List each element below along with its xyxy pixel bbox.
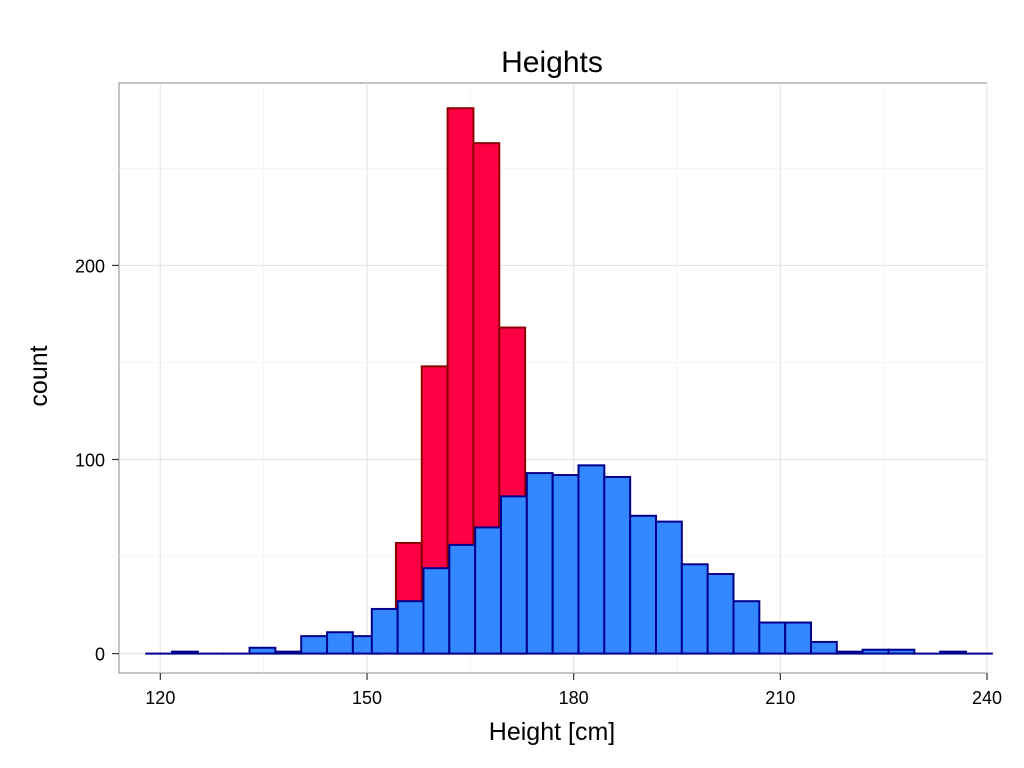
histogram-bars xyxy=(145,107,993,655)
bar-series-2 xyxy=(939,650,967,655)
bar-series-2 xyxy=(680,563,709,655)
chart-title: Heights xyxy=(501,46,603,79)
bar-series-2 xyxy=(499,495,528,655)
bar-series-2 xyxy=(370,607,399,655)
bar-series-2 xyxy=(300,635,329,655)
bar-series-2 xyxy=(887,648,916,655)
bar-series-2 xyxy=(326,631,354,655)
bar-series-2 xyxy=(861,648,890,655)
bar-series-2 xyxy=(422,567,451,655)
y-tick-label: 0 xyxy=(95,645,105,665)
bar-series-2 xyxy=(629,514,657,655)
y-axis-label: count xyxy=(25,345,53,406)
bar-series-2 xyxy=(758,621,787,655)
bar-series-2 xyxy=(577,464,606,655)
bar-series-2 xyxy=(274,650,303,655)
bar-series-2 xyxy=(525,472,554,655)
x-tick-label: 210 xyxy=(765,688,795,708)
axes: 120 150 180 210 240 0 100 200 xyxy=(75,256,1002,708)
x-tick-label: 120 xyxy=(145,688,175,708)
bar-series-2 xyxy=(809,640,838,655)
bar-series-2 xyxy=(474,526,502,655)
bar-series-2 xyxy=(171,650,199,655)
bar-series-2 xyxy=(835,650,864,655)
bar-series-2 xyxy=(603,475,632,655)
bar-series-2 xyxy=(248,646,277,655)
x-tick-label: 180 xyxy=(559,688,589,708)
x-tick-label: 150 xyxy=(352,688,382,708)
bar-series-2 xyxy=(654,520,683,655)
bar-series-2 xyxy=(706,573,735,655)
bar-series-2 xyxy=(551,474,580,655)
bar-series-2 xyxy=(732,600,761,655)
bar-series-2 xyxy=(784,621,812,655)
x-axis-label: Height [cm] xyxy=(489,718,615,746)
bar-series-2 xyxy=(396,600,425,655)
bar-series-2 xyxy=(448,543,477,655)
y-tick-label: 200 xyxy=(75,256,105,276)
y-tick-label: 100 xyxy=(75,451,105,471)
x-tick-label: 240 xyxy=(972,688,1002,708)
